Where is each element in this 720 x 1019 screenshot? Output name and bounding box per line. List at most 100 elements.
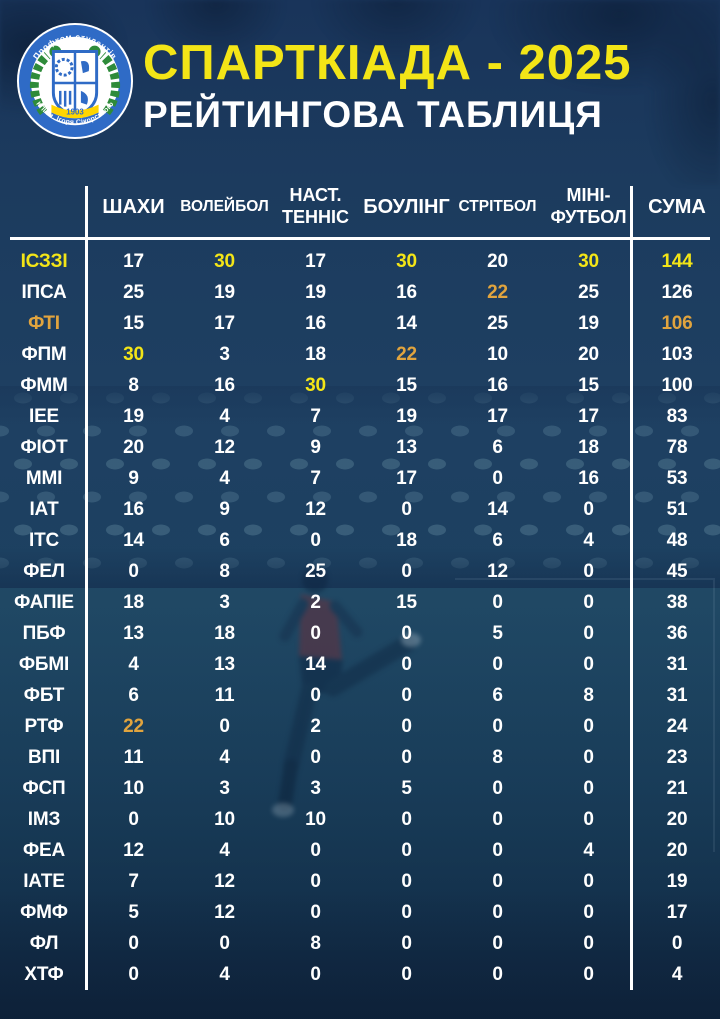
score-cell: 0 xyxy=(310,746,321,768)
score-cell: 25 xyxy=(487,312,508,334)
team-label: РТФ xyxy=(24,715,64,737)
logo-year: 1903 xyxy=(66,107,84,116)
score-cell: 10 xyxy=(305,808,326,830)
team-label: ФБМІ xyxy=(18,653,70,675)
sum-cell: 20 xyxy=(666,808,688,830)
score-cell: 14 xyxy=(305,653,326,675)
column-bowling: БОУЛІНГ xyxy=(363,196,450,218)
score-cell: 16 xyxy=(305,312,326,334)
table-row: ІТС 14 6 0 18 6 4 48 xyxy=(0,525,720,556)
score-cell: 4 xyxy=(219,963,230,985)
table-row: ФПМ 30 3 18 22 10 20 103 xyxy=(0,339,720,370)
score-cell: 4 xyxy=(583,529,594,551)
score-cell: 16 xyxy=(578,467,599,489)
score-cell: 9 xyxy=(128,467,139,489)
score-cell: 16 xyxy=(123,498,144,520)
score-cell: 0 xyxy=(492,963,503,985)
score-cell: 8 xyxy=(492,746,503,768)
score-cell: 7 xyxy=(310,467,321,489)
score-cell: 0 xyxy=(310,684,321,706)
sum-cell: 78 xyxy=(666,436,688,458)
sum-cell: 21 xyxy=(666,777,688,799)
score-cell: 3 xyxy=(310,777,321,799)
sum-cell: 51 xyxy=(666,498,688,520)
score-cell: 4 xyxy=(583,839,594,861)
score-cell: 0 xyxy=(583,870,594,892)
score-cell: 0 xyxy=(401,839,412,861)
score-cell: 30 xyxy=(578,250,599,272)
score-cell: 5 xyxy=(492,622,503,644)
score-cell: 11 xyxy=(214,684,235,706)
score-cell: 0 xyxy=(583,932,594,954)
score-cell: 0 xyxy=(492,591,503,613)
score-cell: 30 xyxy=(305,374,326,396)
team-label: ІАТ xyxy=(29,498,59,520)
score-cell: 4 xyxy=(219,405,230,427)
score-cell: 7 xyxy=(310,405,321,427)
score-cell: 18 xyxy=(123,591,144,613)
table-row: ФБМІ 4 13 14 0 0 0 31 xyxy=(0,649,720,680)
score-cell: 0 xyxy=(583,591,594,613)
score-cell: 19 xyxy=(578,312,599,334)
score-cell: 0 xyxy=(583,777,594,799)
header: 1903 Профком студентів КПІ ім. Ігоря Сік… xyxy=(0,0,720,176)
score-cell: 2 xyxy=(310,715,321,737)
score-cell: 10 xyxy=(123,777,144,799)
score-cell: 25 xyxy=(123,281,144,303)
score-cell: 25 xyxy=(578,281,599,303)
score-cell: 8 xyxy=(219,560,230,582)
sum-cell: 31 xyxy=(666,653,688,675)
score-cell: 0 xyxy=(310,529,321,551)
title-block: СПАРТКІАДА - 2025 РЕЙТИНГОВА ТАБЛИЦЯ xyxy=(143,36,713,136)
profkom-logo: 1903 Профком студентів КПІ ім. Ігоря Сік… xyxy=(16,22,134,140)
score-cell: 17 xyxy=(123,250,144,272)
score-cell: 6 xyxy=(492,529,503,551)
table-row: ВПІ 11 4 0 0 8 0 23 xyxy=(0,742,720,773)
team-label: ІТС xyxy=(28,529,59,551)
sum-cell: 0 xyxy=(671,932,683,954)
score-cell: 0 xyxy=(310,870,321,892)
score-cell: 11 xyxy=(123,746,144,768)
score-cell: 5 xyxy=(401,777,412,799)
score-cell: 0 xyxy=(492,901,503,923)
score-cell: 16 xyxy=(214,374,235,396)
team-label: ІАТЕ xyxy=(23,870,65,892)
table-row: ІПСА 25 19 19 16 22 25 126 xyxy=(0,277,720,308)
score-cell: 0 xyxy=(128,963,139,985)
score-cell: 0 xyxy=(128,932,139,954)
score-cell: 3 xyxy=(219,591,230,613)
score-cell: 0 xyxy=(401,622,412,644)
table-row: ФСП 10 3 3 5 0 0 21 xyxy=(0,773,720,804)
score-cell: 18 xyxy=(305,343,326,365)
score-cell: 4 xyxy=(128,653,139,675)
score-cell: 3 xyxy=(219,343,230,365)
table-row: ММІ 9 4 7 17 0 16 53 xyxy=(0,463,720,494)
team-label: ІПСА xyxy=(21,281,67,303)
score-cell: 0 xyxy=(492,777,503,799)
team-label: ФЛ xyxy=(29,932,59,954)
score-cell: 3 xyxy=(219,777,230,799)
sum-cell: 23 xyxy=(666,746,688,768)
sum-cell: 53 xyxy=(666,467,688,489)
vertical-divider-left xyxy=(85,186,88,990)
column-chess: ШАХИ xyxy=(102,196,165,218)
score-cell: 0 xyxy=(401,901,412,923)
score-cell: 19 xyxy=(214,281,235,303)
sum-cell: 4 xyxy=(671,963,683,985)
score-cell: 12 xyxy=(305,498,326,520)
vertical-divider-right xyxy=(630,186,633,990)
table-row: ФЕЛ 0 8 25 0 12 0 45 xyxy=(0,556,720,587)
score-cell: 6 xyxy=(128,684,139,706)
team-label: ХТФ xyxy=(24,963,64,985)
team-label: ІМЗ xyxy=(27,808,61,830)
column-sum: СУМА xyxy=(648,196,706,218)
column-streetball: СТРІТБОЛ xyxy=(458,197,537,215)
score-cell: 17 xyxy=(578,405,599,427)
score-cell: 0 xyxy=(310,622,321,644)
ribbon-blue xyxy=(51,112,99,124)
sum-cell: 24 xyxy=(666,715,688,737)
score-cell: 14 xyxy=(396,312,417,334)
score-cell: 13 xyxy=(396,436,417,458)
score-cell: 19 xyxy=(305,281,326,303)
table-row: ІСЗЗІ 17 30 17 30 20 30 144 xyxy=(0,246,720,277)
